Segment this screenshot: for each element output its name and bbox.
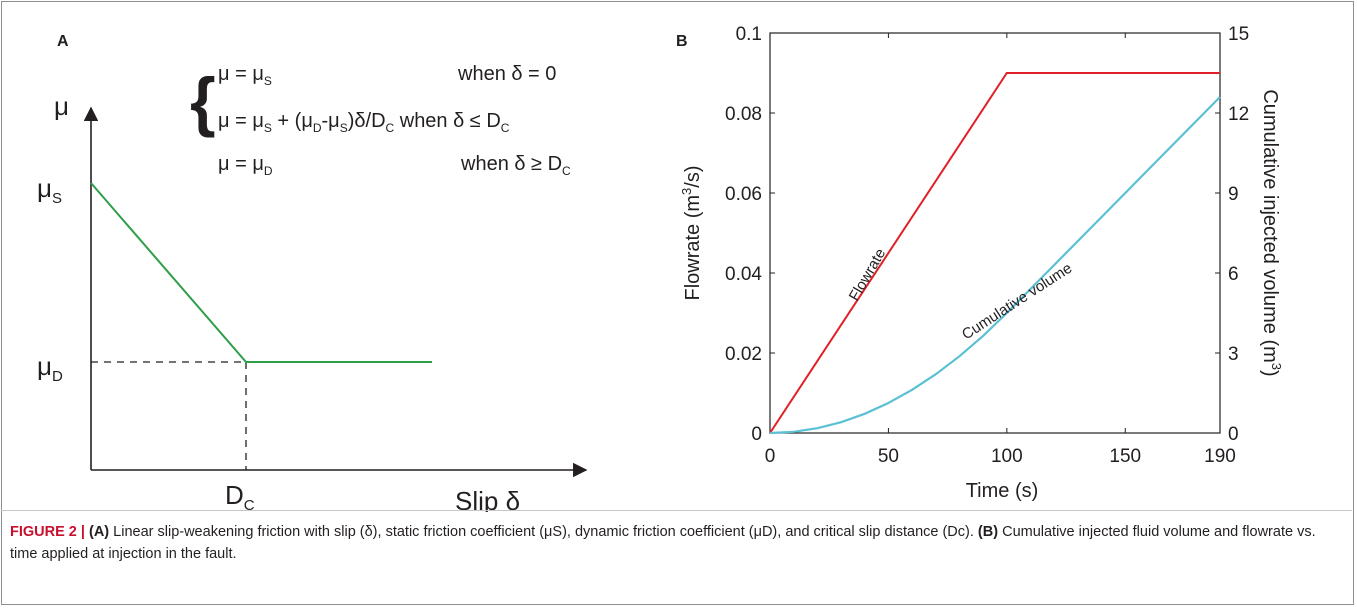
y-left-tick-label: 0.04 bbox=[725, 264, 762, 285]
flowrate-series-line bbox=[769, 72, 1220, 434]
x-tick-label: 190 bbox=[1204, 446, 1236, 467]
y-right-tick-label: 9 bbox=[1228, 184, 1239, 205]
caption-b-text: Cumulative injected fluid volume and flo… bbox=[10, 524, 1316, 562]
panel-a-y-axis-label: μ bbox=[54, 91, 69, 121]
equation-3: μ = μD bbox=[218, 153, 273, 178]
panel-b-right-axis-title: Cumulative injected volume (m3) bbox=[1259, 89, 1284, 376]
figure-panels: A μ Slip δ μS μD DC { μ = μS when δ = 0 … bbox=[37, 24, 1284, 512]
friction-law-line bbox=[90, 182, 432, 363]
panel-b: B 0 50 100 150 19000.020.040.060.080.1036912… bbox=[676, 24, 1284, 502]
panel-b-left-axis-title: Flowrate (m3/s) bbox=[679, 165, 704, 300]
y-left-tick-label: 0.02 bbox=[725, 344, 762, 365]
panel-b-x-axis-title: Time (s) bbox=[966, 480, 1039, 502]
cumulative-volume-series-line bbox=[769, 96, 1221, 435]
caption-b-tag: (B) bbox=[977, 524, 999, 540]
cumulative-volume-annotation: Cumulative volume bbox=[959, 260, 1075, 344]
x-tick-label: 50 bbox=[878, 446, 899, 467]
x-tick-label: 150 bbox=[1109, 446, 1141, 467]
caption-separator bbox=[1, 510, 1352, 511]
panel-a: A μ Slip δ μS μD DC { μ = μS when δ = 0 … bbox=[37, 33, 588, 512]
caption-a-text: Linear slip-weakening friction with slip… bbox=[109, 524, 978, 540]
panel-a-label: A bbox=[57, 33, 69, 50]
caption-a-tag: (A) bbox=[89, 524, 110, 540]
equation-1-condition: when δ = 0 bbox=[457, 63, 556, 85]
figure-caption: FIGURE 2 | (A) Linear slip-weakening fri… bbox=[10, 521, 1345, 565]
y-right-tick-label: 3 bbox=[1228, 344, 1239, 365]
panel-b-label: B bbox=[676, 33, 688, 50]
caption-figure-label: FIGURE 2 | bbox=[10, 524, 85, 540]
y-right-tick-label: 6 bbox=[1228, 264, 1239, 285]
mu-d-marker: μD bbox=[37, 351, 63, 385]
y-left-tick-label: 0.06 bbox=[725, 184, 762, 205]
y-right-tick-label: 12 bbox=[1228, 104, 1249, 125]
equation-brace: { bbox=[190, 64, 216, 138]
y-left-tick-label: 0.1 bbox=[736, 24, 762, 45]
flowrate-annotation: Flowrate bbox=[846, 246, 889, 304]
mu-s-marker: μS bbox=[37, 173, 62, 207]
equation-2: μ = μS + (μD-μS)δ/DC when δ ≤ DC bbox=[218, 110, 510, 135]
dc-marker: DC bbox=[225, 480, 255, 512]
equation-1: μ = μS bbox=[218, 63, 272, 88]
x-tick-label: 100 bbox=[991, 446, 1023, 467]
equation-3-condition: when δ ≥ DC bbox=[460, 153, 571, 178]
y-right-tick-label: 0 bbox=[1228, 424, 1239, 445]
x-tick-label: 0 bbox=[765, 446, 776, 467]
panel-a-x-axis-label: Slip δ bbox=[455, 486, 520, 512]
y-right-tick-label: 15 bbox=[1228, 24, 1249, 45]
panel-b-plot-box bbox=[769, 32, 1221, 434]
y-left-tick-label: 0.08 bbox=[725, 104, 762, 125]
y-left-tick-label: 0 bbox=[751, 424, 762, 445]
